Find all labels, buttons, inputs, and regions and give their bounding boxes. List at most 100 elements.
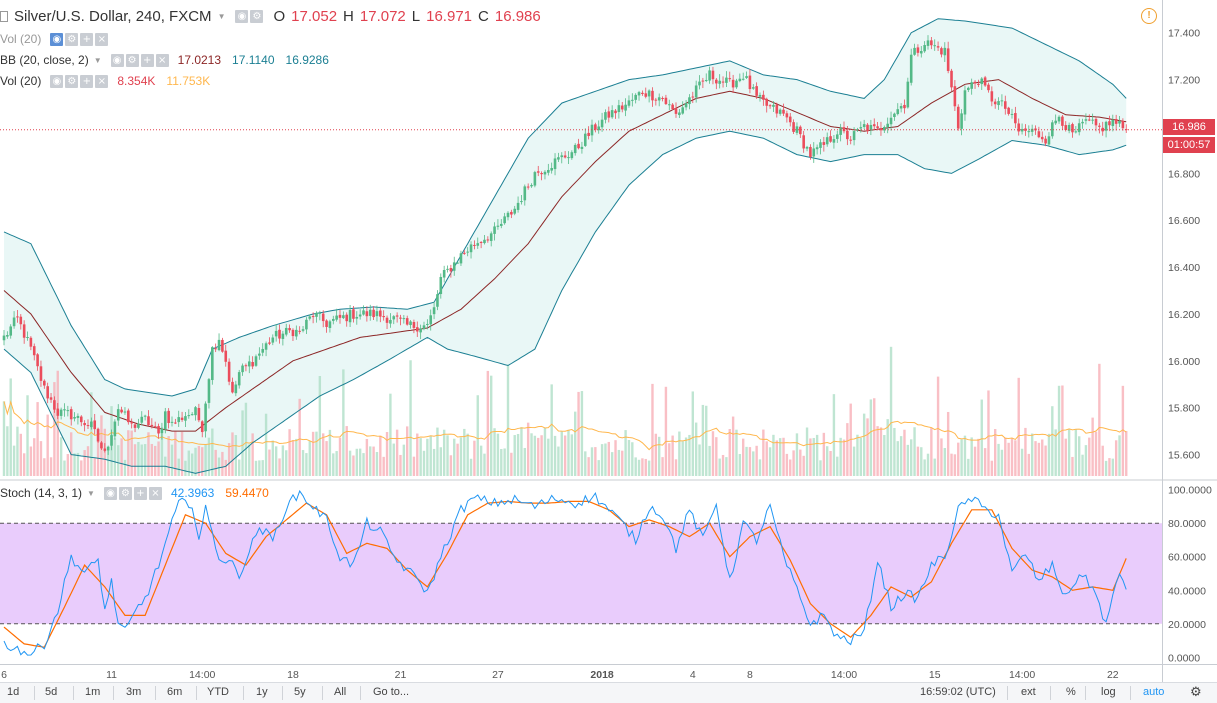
range-ytd[interactable]: YTD [207,686,229,698]
candle [758,92,762,102]
alert-icon[interactable]: ! [1141,8,1157,24]
range-6m[interactable]: 6m [167,686,183,698]
volume-bar [805,427,809,476]
range-5d[interactable]: 5d [45,686,58,698]
gear-icon[interactable]: ⚙ [118,486,132,500]
candle [667,99,671,111]
plus-icon[interactable]: + [133,486,147,500]
candle-body [1108,121,1111,126]
close-icon[interactable]: × [148,486,162,500]
candle-body [634,94,637,100]
candle [627,95,631,108]
candle [456,261,459,264]
range-5y[interactable]: 5y [294,686,306,698]
candle-body [358,314,362,317]
candle [919,46,923,58]
log-toggle[interactable]: log [1101,686,1116,698]
candle-body [909,54,913,83]
chevron-down-icon[interactable]: ▼ [93,55,102,65]
eye-icon[interactable]: ◉ [110,53,124,67]
plus-icon[interactable]: + [80,74,94,88]
gear-icon[interactable]: ⚙ [250,10,264,23]
vol-top-title[interactable]: Vol (20) [0,32,42,46]
candle [446,265,449,273]
chevron-down-icon[interactable]: ▼ [217,12,226,21]
range-1m[interactable]: 1m [85,686,101,698]
symbol-title[interactable]: Silver/U.S. Dollar, 240, FXCM [14,8,212,25]
volume-bar [342,369,345,476]
chevron-down-icon[interactable]: ▼ [87,488,95,498]
percent-toggle[interactable]: % [1066,686,1076,698]
goto-button[interactable]: Go to... [373,686,410,698]
auto-toggle[interactable]: auto [1143,686,1165,698]
candle [79,415,83,427]
candle [231,377,234,394]
eye-icon[interactable]: ◉ [50,74,64,88]
candle-body [402,318,406,320]
candle-body [190,414,194,416]
close-icon[interactable]: × [95,74,109,88]
range-all[interactable]: All [334,686,347,698]
gear-icon[interactable]: ⚙ [65,32,79,46]
candle-body [86,425,90,427]
volume-bar [809,438,812,476]
close-icon[interactable]: × [155,53,169,67]
vol-title[interactable]: Vol (20) [0,74,42,88]
volume-bar [375,452,379,476]
gear-icon[interactable]: ⚙ [1190,684,1202,699]
stoch-title[interactable]: Stoch (14, 3, 1) [0,486,83,500]
range-1y[interactable]: 1y [256,686,268,698]
eye-icon[interactable]: ◉ [103,486,117,500]
close-icon[interactable]: × [95,32,109,46]
volume-bar [1017,377,1020,476]
volume-bar [789,459,792,476]
candle [331,315,335,325]
candle [436,290,439,311]
volume-bar [372,446,375,476]
candle [295,325,298,340]
candle [479,241,483,249]
collapse-icon[interactable] [0,11,8,22]
candle [16,309,19,323]
candle-body [6,334,9,337]
range-1d[interactable]: 1d [7,686,20,698]
volume-bar [574,411,577,476]
plus-icon[interactable]: + [140,53,154,67]
range-3m[interactable]: 3m [126,686,142,698]
candle-body [1074,131,1078,133]
candle-body [624,104,627,111]
candle-body [29,337,33,347]
candle-body [580,146,584,149]
volume-bar [634,457,637,476]
gear-icon[interactable]: ⚙ [65,74,79,88]
eye-icon[interactable]: ◉ [235,10,249,23]
candle-body [842,127,846,132]
volume-bar [718,458,721,476]
bb-title[interactable]: BB (20, close, 2) [0,53,89,67]
candle-body [883,127,886,131]
plus-icon[interactable]: + [80,32,94,46]
candle [909,48,913,86]
candle [533,170,537,188]
candle [866,122,869,135]
candle [973,80,977,89]
volume-ma-line [3,400,1127,451]
candle-body [1010,113,1014,115]
candle [620,101,624,113]
candle-body [43,380,46,386]
volume-bar [1104,460,1108,476]
candle [204,401,207,438]
candle-body [214,348,217,350]
eye-icon[interactable]: ◉ [50,32,64,46]
candle [345,312,349,327]
candle-body [688,97,691,105]
candle-body [667,104,671,106]
bb-band-fill [4,18,1127,474]
gear-icon[interactable]: ⚙ [125,53,139,67]
ext-toggle[interactable]: ext [1021,686,1036,698]
candle-body [741,78,745,80]
stoch-tick-label: 80.0000 [1168,518,1206,530]
candle-body [479,242,483,244]
candle-body [661,98,664,100]
